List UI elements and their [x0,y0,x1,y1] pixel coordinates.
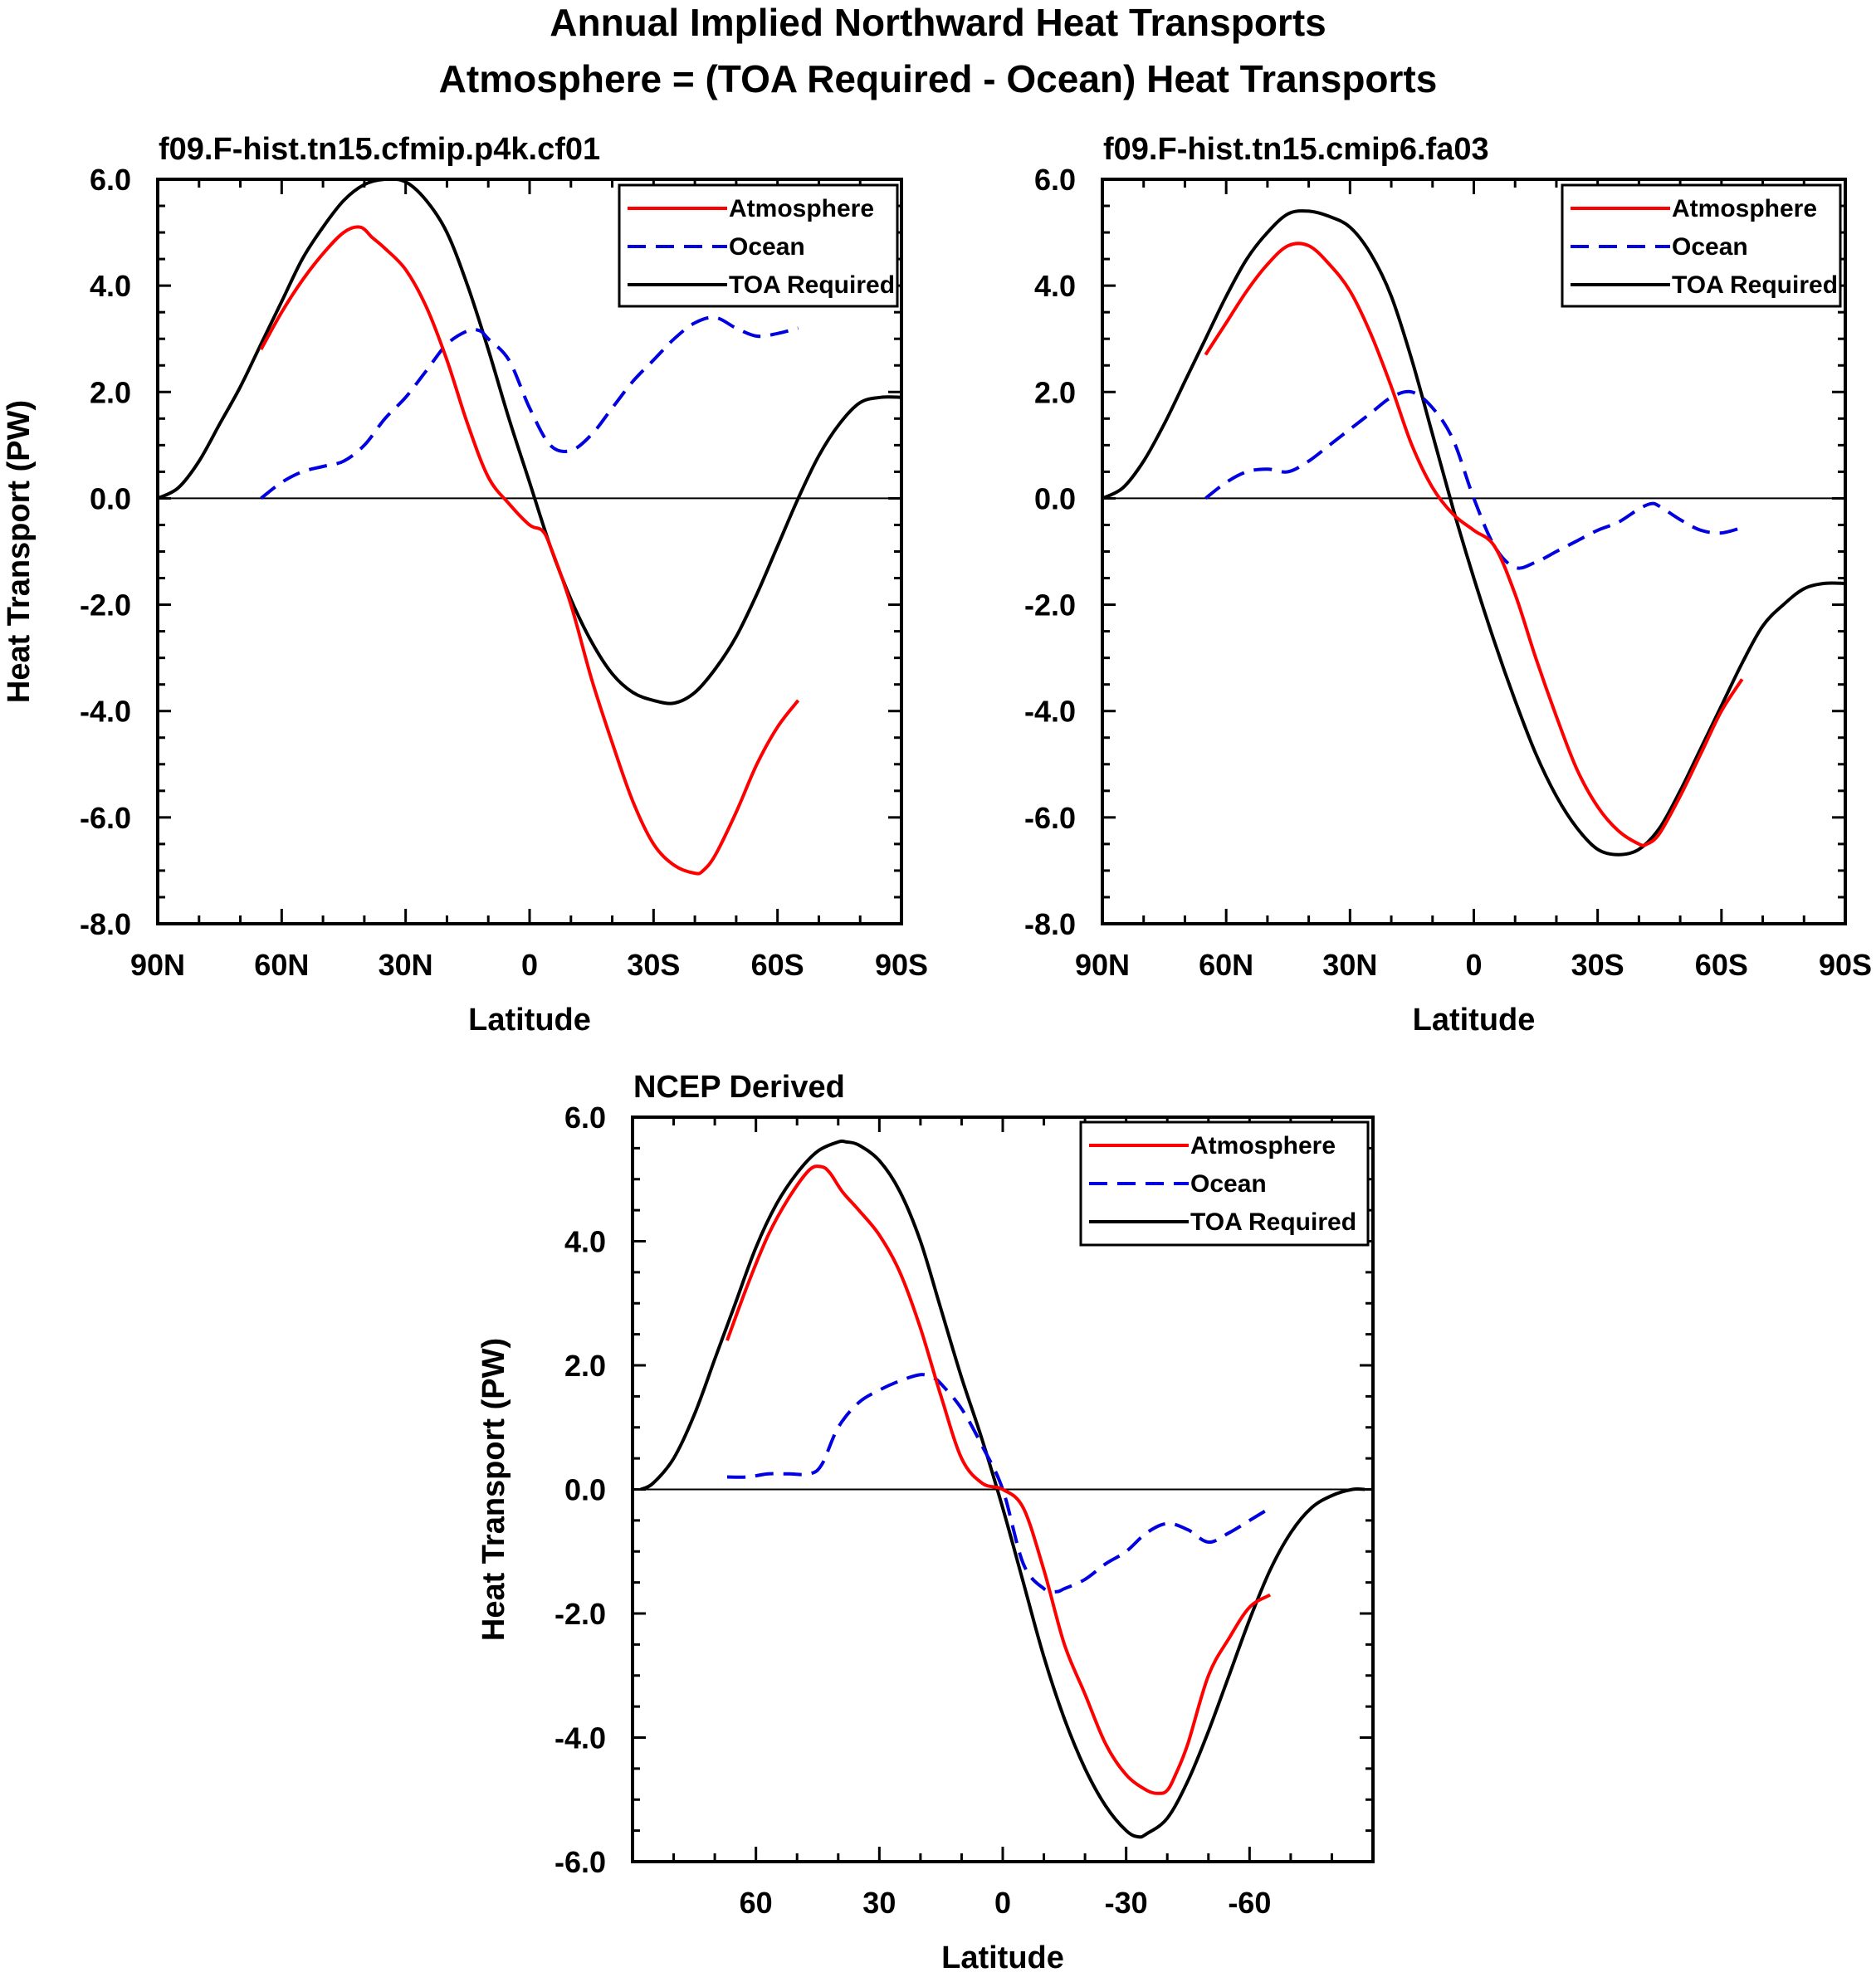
y-tick-label: 0.0 [90,481,131,515]
series-line-ocean [260,315,799,500]
y-tick-label: 0.0 [1034,481,1076,515]
panel-title: NCEP Derived [633,1070,845,1105]
panel-2: f09.F-hist.tn15.cmip6.fa03 6.0 4.0 2.0 0.0 -2… [1024,132,1872,1037]
x-tick-label: 30N [1322,948,1377,982]
x-axis-label: Latitude [941,1941,1064,1975]
x-tick-label: 0 [1465,948,1482,982]
x-tick-label: -30 [1105,1886,1148,1920]
plot-frame [156,178,903,925]
y-tick-label: -4.0 [554,1721,606,1755]
figure-title-line1: Annual Implied Northward Heat Transports [550,1,1326,44]
y-tick-label: -6.0 [1024,801,1076,835]
y-tick-label: -4.0 [1024,695,1076,729]
plot-frame [1101,178,1847,925]
x-tick-label: 60N [1199,948,1253,982]
panel-title: f09.F-hist.tn15.cmip6.fa03 [1103,132,1489,167]
panel-3: NCEP Derived 6.0 4.0 2.0 0.0 -2.0 -4.0 -6.0 60 30… [476,1070,1375,1975]
series-line-toa-required [158,179,901,705]
panel-1: f09.F-hist.tn15.cfmip.p4k.cf01 6.0 4.0 2.0 0… [2,132,928,1037]
figure-title-line2: Atmosphere = (TOA Required - Ocean) Heat… [438,57,1438,100]
y-tick-label: -6.0 [554,1845,606,1879]
series-line-atmosphere [259,225,800,876]
x-tick-label: 0 [994,1886,1011,1920]
x-tick-label: 60N [254,948,309,982]
x-tick-label: 90N [130,948,185,982]
y-tick-label: 6.0 [1034,163,1076,197]
y-tick-label: -4.0 [80,695,131,729]
x-tick-label: 30S [627,948,680,982]
x-tick-label: 60 [740,1886,773,1920]
x-tick-label: 30 [862,1886,896,1920]
x-tick-label: -60 [1228,1886,1271,1920]
y-axis-label: Heat Transport (PW) [2,400,37,703]
series-line-atmosphere [1204,242,1744,847]
legend-label: Atmosphere [1190,1132,1336,1159]
series-line-toa-required [1102,209,1845,857]
legend-label: TOA Required [729,271,895,299]
series-line-toa-required [640,1139,1365,1839]
x-axis-label: Latitude [468,1003,591,1037]
y-tick-label: -2.0 [1024,588,1076,622]
x-tick-label: 90S [875,948,928,982]
y-tick-label: 2.0 [90,375,131,409]
panel-title: f09.F-hist.tn15.cfmip.p4k.cf01 [159,132,600,167]
y-tick-label: 4.0 [1034,269,1076,303]
legend: Atmosphere Ocean TOA Required [1079,1120,1370,1247]
y-tick-label: 0.0 [564,1473,606,1507]
plot-frame [631,1115,1375,1863]
y-tick-label: 2.0 [1034,375,1076,409]
series-line-ocean [1204,389,1743,570]
x-tick-label: 60S [1695,948,1748,982]
y-axis-label: Heat Transport (PW) [476,1338,511,1641]
y-tick-label: 4.0 [90,269,131,303]
legend-label: TOA Required [1672,271,1838,299]
x-tick-label: 30S [1571,948,1624,982]
x-tick-label: 90N [1075,948,1130,982]
x-axis-label: Latitude [1413,1003,1536,1037]
y-tick-label: 6.0 [564,1101,606,1135]
legend-label: TOA Required [1190,1208,1356,1236]
legend-label: Atmosphere [1672,195,1817,222]
legend-label: Ocean [1190,1170,1267,1198]
y-tick-label: -6.0 [80,801,131,835]
y-tick-label: 6.0 [90,163,131,197]
y-tick-label: -8.0 [80,907,131,941]
x-tick-label: 0 [521,948,538,982]
series-line-ocean [726,1373,1272,1594]
series-line-atmosphere [725,1164,1272,1795]
x-tick-label: 30N [379,948,433,982]
y-tick-label: -2.0 [80,588,131,622]
legend: Atmosphere Ocean TOA Required [1561,183,1842,308]
y-tick-label: 2.0 [564,1349,606,1383]
legend-label: Atmosphere [729,195,874,222]
x-tick-label: 90S [1819,948,1872,982]
legend-label: Ocean [1672,233,1748,261]
legend: Atmosphere Ocean TOA Required [618,183,899,308]
x-tick-label: 60S [751,948,804,982]
legend-label: Ocean [729,233,805,261]
y-tick-label: -2.0 [554,1597,606,1631]
y-tick-label: -8.0 [1024,907,1076,941]
y-tick-label: 4.0 [564,1225,606,1259]
